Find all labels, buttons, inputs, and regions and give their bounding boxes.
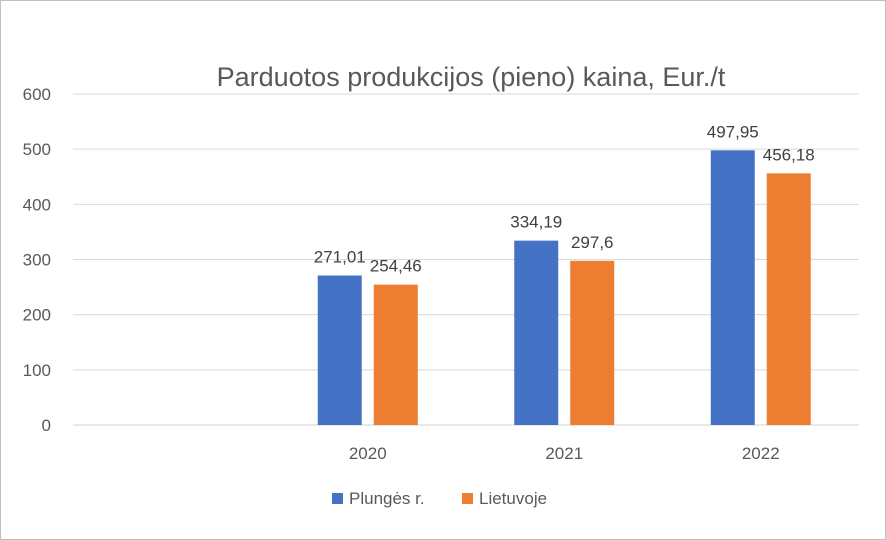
- legend: Plungės r. Lietuvoje: [332, 489, 547, 508]
- legend-label: Lietuvoje: [479, 489, 547, 508]
- y-tick-label: 400: [23, 195, 51, 214]
- data-label: 456,18: [763, 145, 815, 164]
- data-label: 334,19: [510, 213, 562, 232]
- data-label: 271,01: [314, 247, 366, 266]
- x-tick-label: 2020: [349, 444, 387, 463]
- data-label: 254,46: [370, 257, 422, 276]
- legend-swatch: [462, 493, 473, 504]
- data-label: 497,95: [707, 122, 759, 141]
- x-tick-label: 2022: [742, 444, 780, 463]
- legend-swatch: [332, 493, 343, 504]
- bar: [514, 240, 559, 425]
- bar: [570, 260, 615, 425]
- x-axis-ticks: 2020 2021 2022: [349, 444, 780, 463]
- y-tick-label: 600: [23, 85, 51, 104]
- bar: [373, 284, 418, 425]
- y-tick-label: 100: [23, 361, 51, 380]
- y-tick-label: 0: [42, 416, 51, 435]
- y-tick-label: 300: [23, 251, 51, 270]
- x-tick-label: 2021: [545, 444, 583, 463]
- bar: [710, 150, 755, 425]
- bar: [766, 173, 811, 425]
- legend-label: Plungės r.: [349, 489, 425, 508]
- bars: [317, 150, 811, 425]
- y-tick-label: 200: [23, 306, 51, 325]
- y-axis-ticks: 0 100 200 300 400 500 600: [23, 85, 51, 435]
- bar: [317, 275, 362, 425]
- y-tick-label: 500: [23, 140, 51, 159]
- data-label: 297,6: [571, 233, 614, 252]
- chart-title: Parduotos produkcijos (pieno) kaina, Eur…: [217, 62, 726, 92]
